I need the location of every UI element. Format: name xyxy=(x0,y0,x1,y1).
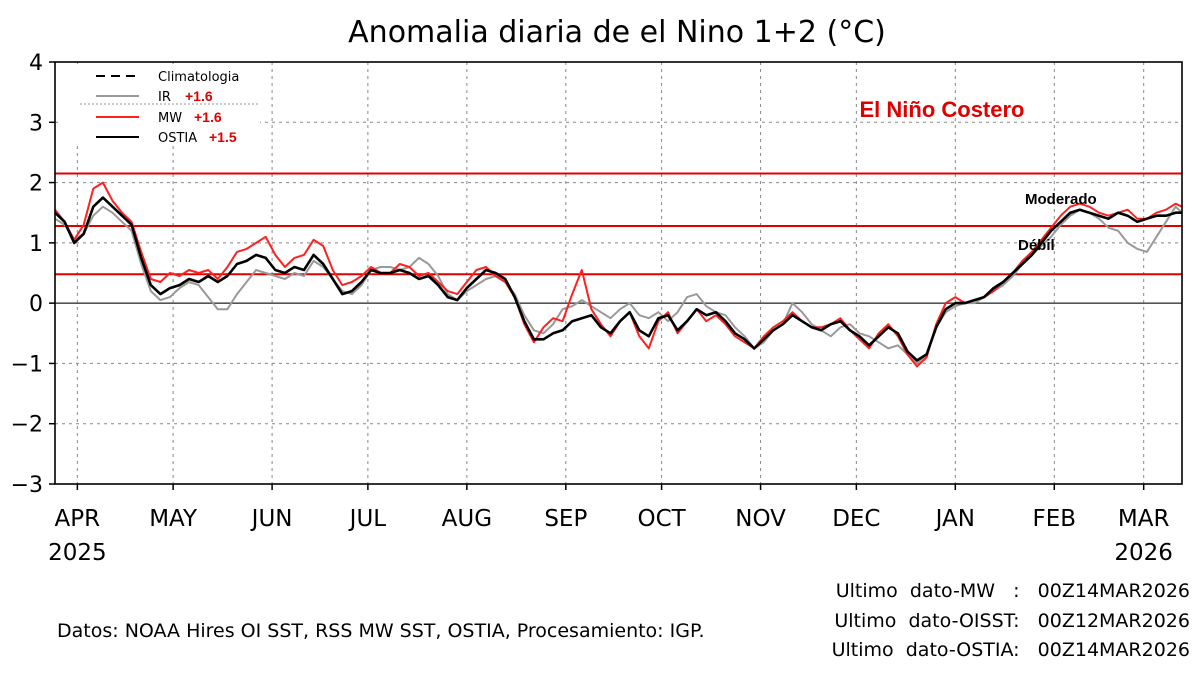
last-data-mw: Ultimo dato-MW : 00Z14MAR2026 xyxy=(836,580,1190,602)
x-tick-label: MAR xyxy=(1118,506,1170,532)
x-tick-label: MAY xyxy=(149,506,198,532)
legend-label-ir: IR xyxy=(158,90,171,105)
x-tick-label: JAN xyxy=(934,506,975,532)
threshold-lines xyxy=(55,172,1182,304)
y-tick-label: 4 xyxy=(29,51,43,76)
y-tick-label: −2 xyxy=(11,413,43,438)
series-line-ostia xyxy=(54,196,1182,362)
x-tick-label: JUN xyxy=(250,506,293,532)
threshold-label-moderado: Moderado xyxy=(1025,191,1097,208)
series-layer xyxy=(54,181,1183,368)
x-year-label: 2025 xyxy=(48,540,107,566)
x-axis: APR 2025 MAY JUN JUL AUG SEP OCT NOV DEC JAN FEB MAR… xyxy=(48,484,1173,566)
x-tick-label: SEP xyxy=(544,506,587,532)
last-data-ostia: Ultimo dato-OSTIA: 00Z14MAR2026 xyxy=(832,639,1190,661)
x-year-label: 2026 xyxy=(1114,540,1173,566)
legend-value-ostia: +1.5 xyxy=(209,129,237,145)
legend-value-ir: +1.6 xyxy=(185,88,213,104)
series-line-ir xyxy=(54,205,1183,365)
chart-title: Anomalia diaria de el Nino 1+2 (°C) xyxy=(348,15,886,50)
legend-label-climatologia: Climatologia xyxy=(158,70,239,85)
legend: Climatologia IR +1.6 MW +1.6 OSTIA +1.5 xyxy=(62,64,260,146)
last-data-oisst: Ultimo dato-OISST: 00Z12MAR2026 xyxy=(834,610,1190,632)
el-nino-costero-annotation: El Niño Costero xyxy=(859,97,1024,122)
x-tick-label: NOV xyxy=(735,506,786,532)
x-tick-label: JUL xyxy=(348,506,387,532)
y-tick-label: 1 xyxy=(29,232,43,257)
x-tick-label: APR xyxy=(55,506,101,532)
legend-label-ostia: OSTIA xyxy=(158,131,197,146)
x-tick-label: AUG xyxy=(442,506,492,532)
legend-value-mw: +1.6 xyxy=(194,109,222,125)
x-tick-label: DEC xyxy=(832,506,880,532)
y-tick-label: 2 xyxy=(29,172,43,197)
legend-label-mw: MW xyxy=(158,111,182,126)
y-tick-label: −3 xyxy=(11,473,43,498)
y-tick-label: 3 xyxy=(29,111,43,136)
y-tick-label: −1 xyxy=(11,352,43,377)
data-sources-note: Datos: NOAA Hires OI SST, RSS MW SST, OS… xyxy=(57,620,704,642)
x-tick-label: FEB xyxy=(1033,506,1077,532)
plot-frame xyxy=(54,61,1183,485)
x-tick-label: OCT xyxy=(637,506,686,532)
threshold-label-debil: Débil xyxy=(1018,237,1055,254)
y-tick-label: 0 xyxy=(29,292,43,317)
y-axis: −3 −2 −1 0 1 2 3 4 xyxy=(11,51,55,498)
